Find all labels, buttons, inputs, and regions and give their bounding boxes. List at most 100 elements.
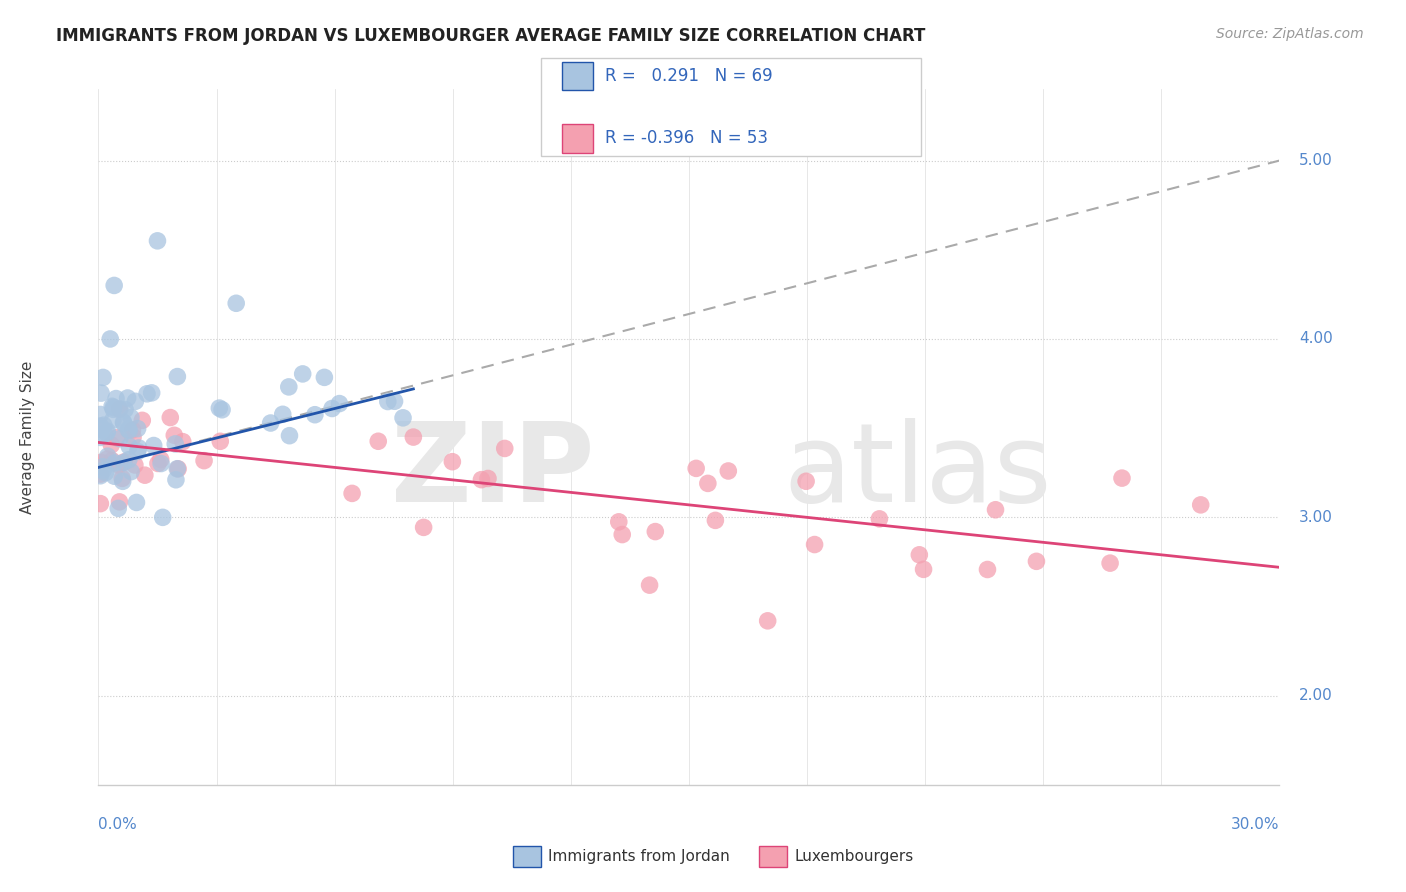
Point: [912, 562, 935, 576]
Point: [108, 402, 131, 417]
Point: [124, 394, 146, 409]
Point: [89, 419, 111, 434]
Text: 2.00: 2.00: [1299, 689, 1333, 703]
Point: [122, 430, 145, 444]
Point: [209, 434, 232, 449]
Point: [112, 415, 135, 429]
Point: [141, 385, 163, 400]
Point: [340, 486, 363, 500]
Point: [377, 394, 399, 409]
Point: [89, 497, 111, 511]
Point: [93, 427, 115, 442]
Point: [166, 461, 188, 475]
Point: [131, 413, 153, 427]
Point: [685, 461, 707, 475]
Point: [93, 418, 115, 433]
Point: [125, 495, 148, 509]
Point: [101, 399, 124, 413]
Point: [111, 475, 134, 489]
Point: [107, 458, 129, 472]
Point: [149, 452, 172, 467]
Text: Source: ZipAtlas.com: Source: ZipAtlas.com: [1216, 27, 1364, 41]
Point: [118, 452, 141, 467]
Point: [384, 394, 406, 409]
Point: [638, 578, 661, 592]
Point: [107, 501, 129, 516]
Point: [208, 401, 231, 415]
Point: [103, 278, 125, 293]
Point: [1025, 554, 1047, 568]
Point: [1189, 498, 1212, 512]
Point: [1111, 471, 1133, 485]
Point: [96, 424, 118, 438]
Point: [89, 430, 111, 444]
Point: [94, 466, 117, 480]
Point: [120, 410, 142, 425]
Point: [704, 513, 727, 527]
Point: [96, 425, 118, 440]
Point: [114, 402, 136, 417]
Point: [111, 471, 134, 485]
Point: [121, 423, 143, 437]
Point: [172, 434, 194, 449]
Point: [117, 423, 139, 437]
Point: [90, 422, 112, 436]
Point: [166, 369, 188, 384]
Point: [167, 462, 190, 476]
Point: [103, 469, 125, 483]
Point: [103, 402, 125, 417]
Point: [127, 421, 149, 435]
Point: [277, 380, 299, 394]
Point: [908, 548, 931, 562]
Point: [211, 402, 233, 417]
Point: [134, 468, 156, 483]
Text: ZIP: ZIP: [391, 418, 595, 525]
Point: [984, 502, 1007, 516]
Point: [101, 413, 124, 427]
Point: [105, 392, 128, 406]
Point: [412, 520, 434, 534]
Point: [118, 439, 141, 453]
Point: [304, 408, 326, 422]
Point: [756, 614, 779, 628]
Point: [146, 234, 169, 248]
Point: [612, 527, 634, 541]
Point: [163, 428, 186, 442]
Point: [136, 386, 159, 401]
Point: [159, 410, 181, 425]
Point: [314, 370, 336, 384]
Text: Average Family Size: Average Family Size: [20, 360, 35, 514]
Point: [91, 370, 114, 384]
Text: 3.00: 3.00: [1299, 510, 1333, 524]
Point: [402, 430, 425, 444]
Point: [104, 456, 127, 470]
Text: 5.00: 5.00: [1299, 153, 1333, 168]
Point: [794, 475, 817, 489]
Point: [90, 467, 112, 481]
Point: [150, 457, 173, 471]
Point: [477, 471, 499, 485]
Point: [803, 537, 825, 551]
Point: [644, 524, 666, 539]
Text: atlas: atlas: [783, 418, 1052, 525]
Point: [101, 453, 124, 467]
Point: [112, 417, 135, 431]
Point: [128, 441, 150, 455]
Point: [696, 476, 718, 491]
Point: [291, 367, 314, 381]
Point: [124, 458, 146, 472]
Point: [146, 457, 169, 471]
Text: IMMIGRANTS FROM JORDAN VS LUXEMBOURGER AVERAGE FAMILY SIZE CORRELATION CHART: IMMIGRANTS FROM JORDAN VS LUXEMBOURGER A…: [56, 27, 925, 45]
Point: [98, 332, 121, 346]
Point: [868, 512, 890, 526]
Text: 0.0%: 0.0%: [98, 817, 138, 832]
Point: [112, 455, 135, 469]
Point: [271, 407, 294, 421]
Point: [165, 473, 187, 487]
Point: [193, 453, 215, 467]
Point: [976, 562, 998, 576]
Point: [91, 459, 114, 474]
Point: [607, 515, 630, 529]
Point: [117, 391, 139, 405]
Point: [96, 452, 118, 467]
